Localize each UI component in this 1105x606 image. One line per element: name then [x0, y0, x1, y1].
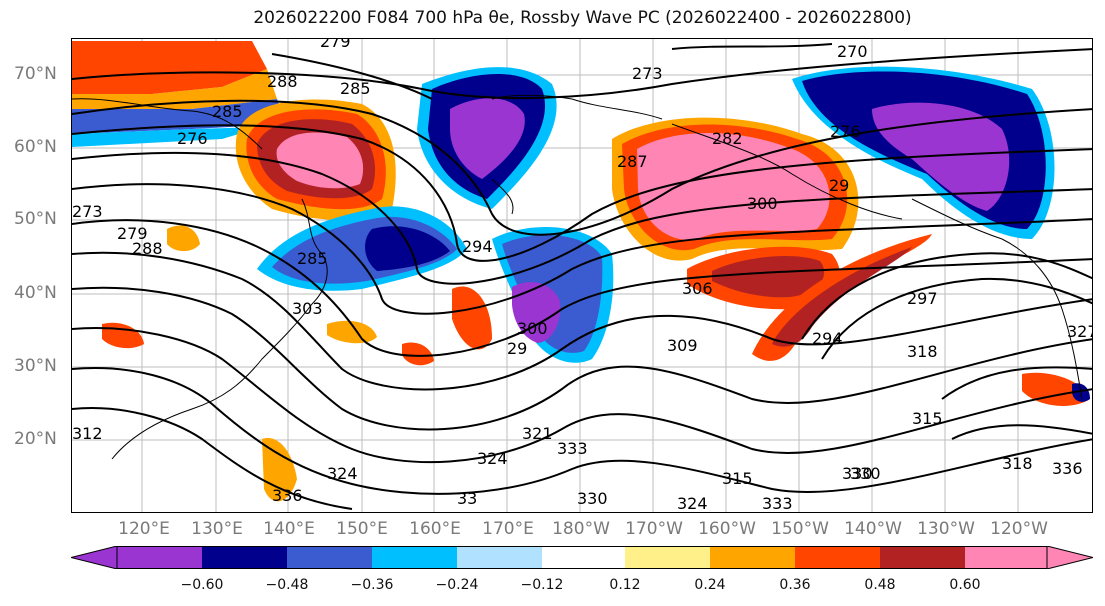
lon-label-140w: 140°W [844, 519, 902, 539]
contour-label: 276 [830, 122, 861, 141]
contour-label: 270 [837, 42, 868, 61]
contour-label: 324 [327, 464, 358, 483]
theta-e-contours [72, 43, 1092, 510]
lon-label-160w: 160°W [698, 519, 756, 539]
contour-label: 285 [297, 249, 328, 268]
colorbar-tick: −0.12 [520, 577, 564, 593]
contour-label: 288 [132, 239, 163, 258]
colorbar-tick: −0.60 [180, 577, 224, 593]
colorbar-extend-low [71, 546, 118, 569]
contour-label: 336 [1052, 459, 1083, 478]
contour-label: 315 [912, 409, 943, 428]
contour-label: 327 [1067, 322, 1093, 341]
colorbar-swatch [542, 546, 625, 569]
colorbar-tick: −0.36 [350, 577, 394, 593]
lon-label-120w: 120°W [990, 519, 1048, 539]
colorbar-swatch [880, 546, 965, 569]
contour-label: 300 [517, 319, 548, 338]
contour-label: 282 [712, 129, 743, 148]
contour-label: 321 [522, 424, 553, 443]
lat-label-40n: 40°N [14, 283, 57, 303]
contour-label: 306 [682, 279, 713, 298]
contour-label: 300 [747, 194, 778, 213]
colorbar-swatch [117, 546, 202, 569]
lon-label-140e: 140°E [263, 519, 315, 539]
anomaly-topleft-warm [72, 41, 267, 94]
lon-label-150e: 150°E [336, 519, 388, 539]
contour-label: 33 [457, 489, 477, 508]
lon-label-180w: 180°W [552, 519, 610, 539]
contour-label: 297 [907, 289, 938, 308]
lon-label-130w: 130°W [917, 519, 975, 539]
contour-label: 273 [72, 202, 103, 221]
contour-label: 330 [577, 489, 608, 508]
colorbar [71, 546, 1093, 569]
lat-label-60n: 60°N [14, 137, 57, 157]
contour-label: 285 [340, 79, 371, 98]
colorbar-swatch [287, 546, 372, 569]
contour-label: 287 [617, 152, 648, 171]
map-title: 2026022200 F084 700 hPa θe, Rossby Wave … [253, 8, 912, 28]
contour-label: 318 [907, 342, 938, 361]
contour-label-layer: 279 270 273 288 285 285 276 276 273 282 … [72, 39, 1093, 513]
contour-label: 303 [292, 299, 323, 318]
lat-label-20n: 20°N [14, 429, 57, 449]
colorbar-tick: 0.36 [779, 577, 811, 593]
lon-label-170e: 170°E [482, 519, 534, 539]
lon-label-150w: 150°W [771, 519, 829, 539]
lat-label-30n: 30°N [14, 356, 57, 376]
contour-label: 276 [177, 129, 208, 148]
contour-label: 333 [762, 494, 793, 513]
contour-label: 273 [632, 64, 663, 83]
colorbar-extend-high [1046, 546, 1093, 569]
contour-label: 330 [850, 464, 881, 483]
contour-label: 312 [72, 424, 103, 443]
contour-label: 29 [829, 176, 849, 195]
contour-label: 315 [722, 469, 753, 488]
colorbar-tick: −0.48 [265, 577, 309, 593]
contour-label: 29 [507, 339, 527, 358]
lat-label-70n: 70°N [14, 64, 57, 84]
contour-label: 324 [477, 449, 508, 468]
contour-label: 333 [557, 439, 588, 458]
colorbar-swatch [710, 546, 795, 569]
contour-label: 279 [117, 224, 148, 243]
colorbar-swatch [457, 546, 542, 569]
colorbar-tick: −0.24 [435, 577, 479, 593]
map-canvas: 279 270 273 288 285 285 276 276 273 282 … [72, 39, 1093, 513]
colorbar-swatch [372, 546, 457, 569]
contour-label: 294 [812, 329, 843, 348]
colorbar-swatch [795, 546, 880, 569]
contour-label: 279 [320, 39, 351, 51]
lon-label-130e: 130°E [191, 519, 243, 539]
coastlines [72, 94, 1083, 460]
contour-label: 318 [1002, 454, 1033, 473]
lon-label-120e: 120°E [118, 519, 170, 539]
colorbar-tick: 0.48 [864, 577, 896, 593]
lon-label-160e: 160°E [409, 519, 461, 539]
contour-label: 324 [677, 494, 708, 513]
colorbar-tick: 0.12 [609, 577, 641, 593]
lon-label-170w: 170°W [625, 519, 683, 539]
contour-label: 330 [842, 464, 873, 483]
colorbar-tick: 0.60 [949, 577, 981, 593]
contour-label: 294 [462, 237, 493, 256]
contour-label: 288 [267, 72, 298, 91]
map-panel: 279 270 273 288 285 285 276 276 273 282 … [71, 38, 1093, 513]
contour-label: 309 [667, 336, 698, 355]
colorbar-tick: 0.24 [694, 577, 726, 593]
contour-label: 336 [272, 486, 303, 505]
contour-label: 285 [212, 102, 243, 121]
colorbar-outline [116, 546, 1048, 569]
shaded-anomalies [72, 41, 1090, 502]
colorbar-swatch [965, 546, 1047, 569]
lat-label-50n: 50°N [14, 209, 57, 229]
colorbar-swatch [202, 546, 287, 569]
colorbar-swatch [625, 546, 710, 569]
